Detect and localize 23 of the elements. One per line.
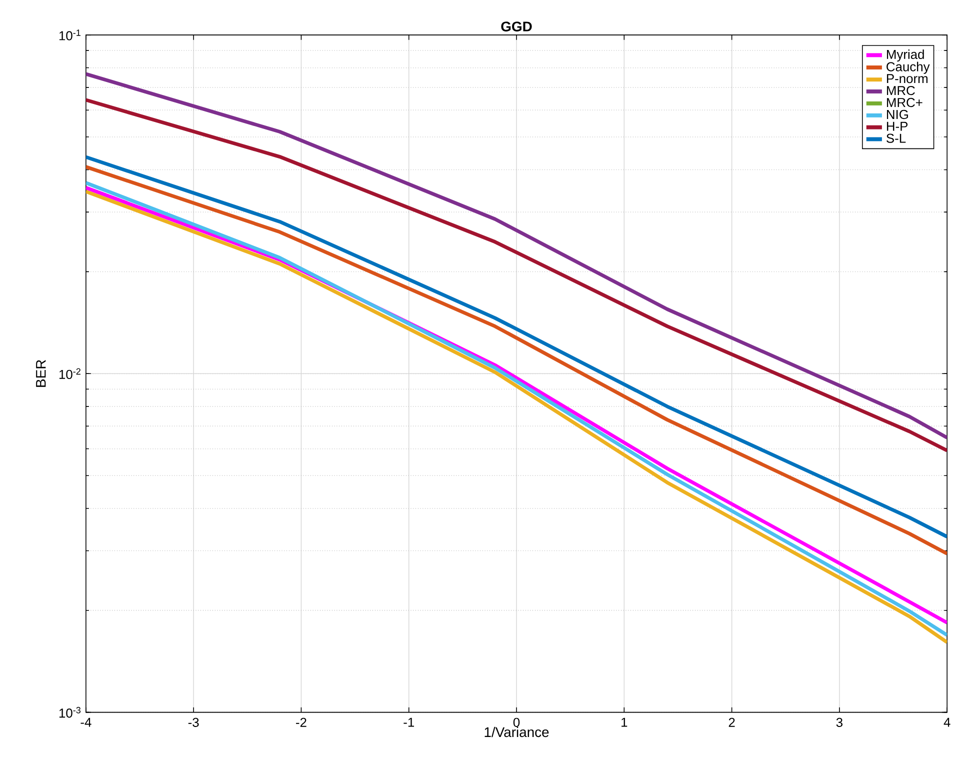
x-tick-label: -3	[188, 718, 199, 727]
x-tick-label: 1	[622, 718, 628, 727]
x-tick-label: -1	[404, 718, 414, 727]
legend-label: MRC+	[886, 98, 922, 107]
legend-label: NIG	[886, 110, 908, 119]
x-axis-title: 1/Variance	[484, 726, 549, 737]
legend-label: Myriad	[886, 49, 924, 62]
legend-label: H-P	[886, 122, 908, 131]
y-axis-title: BER	[36, 360, 46, 387]
x-tick-label: 0	[513, 718, 520, 727]
legend-label: MRC	[886, 86, 915, 95]
legend-label: S-L	[886, 134, 906, 143]
y-tick-label: 10$^{-3}$	[59, 706, 81, 718]
y-tick-label: 10$^{-1}$	[59, 29, 80, 40]
x-tick-label: 3	[836, 718, 842, 727]
y-tick-label: 10$^{-2}$	[59, 368, 80, 379]
x-tick-label: -4	[80, 718, 92, 727]
x-tick-label: 4	[944, 718, 950, 727]
x-tick-label: -2	[296, 718, 306, 727]
x-tick-label: 2	[728, 718, 735, 727]
chart-title: GGD	[501, 21, 532, 32]
legend-label: Cauchy	[886, 62, 930, 74]
legend-label: P-norm	[886, 74, 928, 84]
